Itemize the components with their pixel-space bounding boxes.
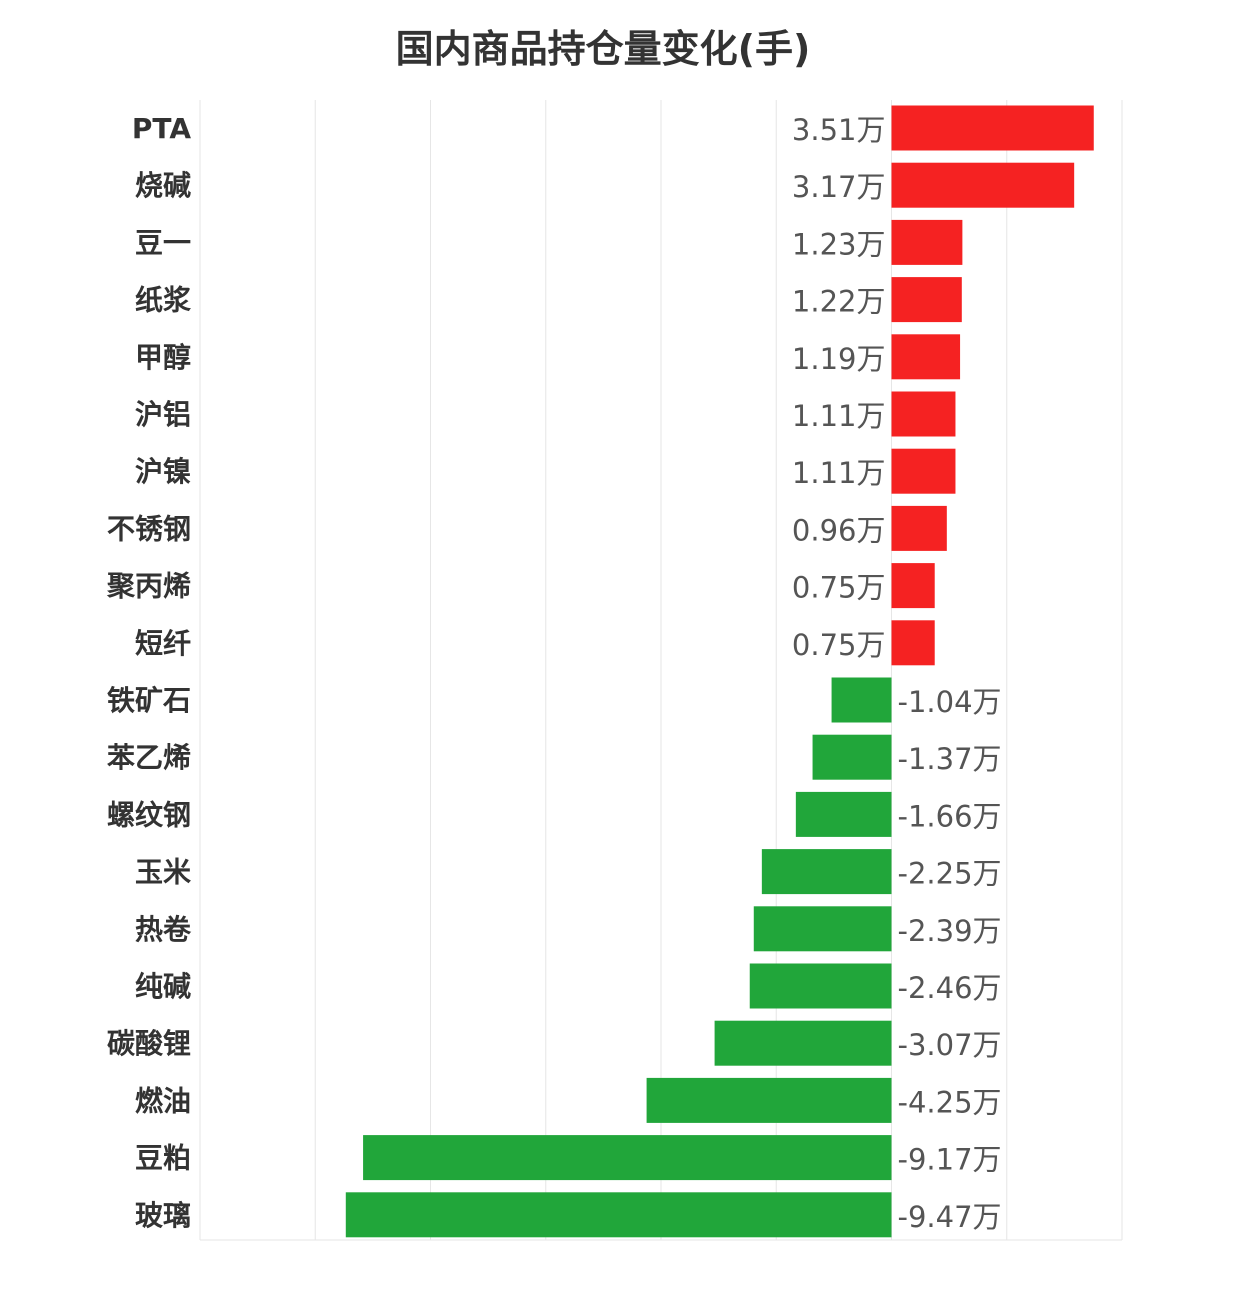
category-label: PTA bbox=[132, 112, 191, 145]
value-label: 0.75万 bbox=[792, 628, 886, 662]
bar bbox=[891, 505, 947, 551]
category-labels: PTA 烧碱豆一纸浆甲醇沪铝沪镍不锈钢聚丙烯短纤铁矿石苯乙烯螺纹钢玉米热卷纯碱碳酸… bbox=[106, 112, 192, 1232]
bar bbox=[891, 105, 1094, 151]
category-label: 苯乙烯 bbox=[106, 741, 191, 774]
category-label: 燃油 bbox=[135, 1084, 191, 1117]
category-label: 玻璃 bbox=[135, 1199, 191, 1232]
bar bbox=[891, 448, 956, 494]
category-label: 沪镍 bbox=[135, 455, 191, 488]
category-label: 热卷 bbox=[135, 913, 192, 946]
category-label: 短纤 bbox=[135, 627, 191, 660]
bar bbox=[891, 334, 961, 380]
chart-title: 国内商品持仓量变化(手) bbox=[395, 27, 811, 71]
category-label: 豆一 bbox=[135, 226, 191, 259]
bar bbox=[753, 906, 892, 952]
value-label: 1.23万 bbox=[792, 227, 886, 261]
value-label: -1.37万 bbox=[898, 742, 1002, 776]
category-label: 铁矿石 bbox=[107, 684, 191, 717]
bar bbox=[812, 734, 892, 780]
value-label: 0.96万 bbox=[792, 513, 886, 547]
bar bbox=[795, 791, 892, 837]
bar bbox=[761, 849, 892, 895]
value-label: 1.11万 bbox=[792, 456, 886, 490]
bar bbox=[891, 277, 962, 323]
category-label: 豆粕 bbox=[135, 1142, 191, 1175]
bar bbox=[363, 1135, 892, 1181]
bar bbox=[891, 391, 956, 437]
category-label: 沪铝 bbox=[135, 398, 191, 431]
category-label: 玉米 bbox=[135, 856, 191, 889]
bars bbox=[345, 105, 1094, 1238]
bar bbox=[646, 1077, 892, 1123]
value-label: 3.17万 bbox=[792, 170, 886, 204]
bar bbox=[891, 620, 935, 666]
bar bbox=[831, 677, 892, 723]
value-label: -2.39万 bbox=[898, 914, 1002, 948]
value-label: -2.46万 bbox=[898, 971, 1002, 1005]
value-label: -3.07万 bbox=[898, 1028, 1002, 1062]
value-label: 1.22万 bbox=[792, 285, 886, 319]
category-label: 聚丙烯 bbox=[106, 570, 191, 603]
bar bbox=[749, 963, 892, 1009]
value-label: -2.25万 bbox=[898, 857, 1002, 891]
bar bbox=[714, 1020, 892, 1066]
value-label: 0.75万 bbox=[792, 571, 886, 605]
value-label: -1.66万 bbox=[898, 799, 1002, 833]
bar bbox=[891, 563, 935, 609]
bar bbox=[891, 162, 1075, 208]
gridlines bbox=[199, 100, 1123, 1241]
category-label: 甲醇 bbox=[135, 341, 191, 374]
category-label: 螺纹钢 bbox=[107, 798, 191, 831]
category-label: 纸浆 bbox=[135, 284, 192, 317]
value-label: -1.04万 bbox=[898, 685, 1002, 719]
value-label: -9.47万 bbox=[898, 1200, 1002, 1234]
category-label: 碳酸锂 bbox=[107, 1027, 191, 1060]
bar bbox=[891, 219, 963, 265]
category-label: 不锈钢 bbox=[107, 512, 191, 545]
bar bbox=[345, 1192, 892, 1238]
value-label: 1.19万 bbox=[792, 342, 886, 376]
value-label: 3.51万 bbox=[792, 113, 886, 147]
value-label: -4.25万 bbox=[898, 1085, 1002, 1119]
value-labels: 3.51万 3.17万 1.23万 1.22万 1.19万 1.11万 1.11万 0.96万… bbox=[792, 113, 1002, 1234]
value-label: -9.17万 bbox=[898, 1143, 1002, 1177]
category-label: 烧碱 bbox=[135, 169, 191, 202]
value-label: 1.11万 bbox=[792, 399, 886, 433]
category-label: 纯碱 bbox=[135, 970, 191, 1003]
